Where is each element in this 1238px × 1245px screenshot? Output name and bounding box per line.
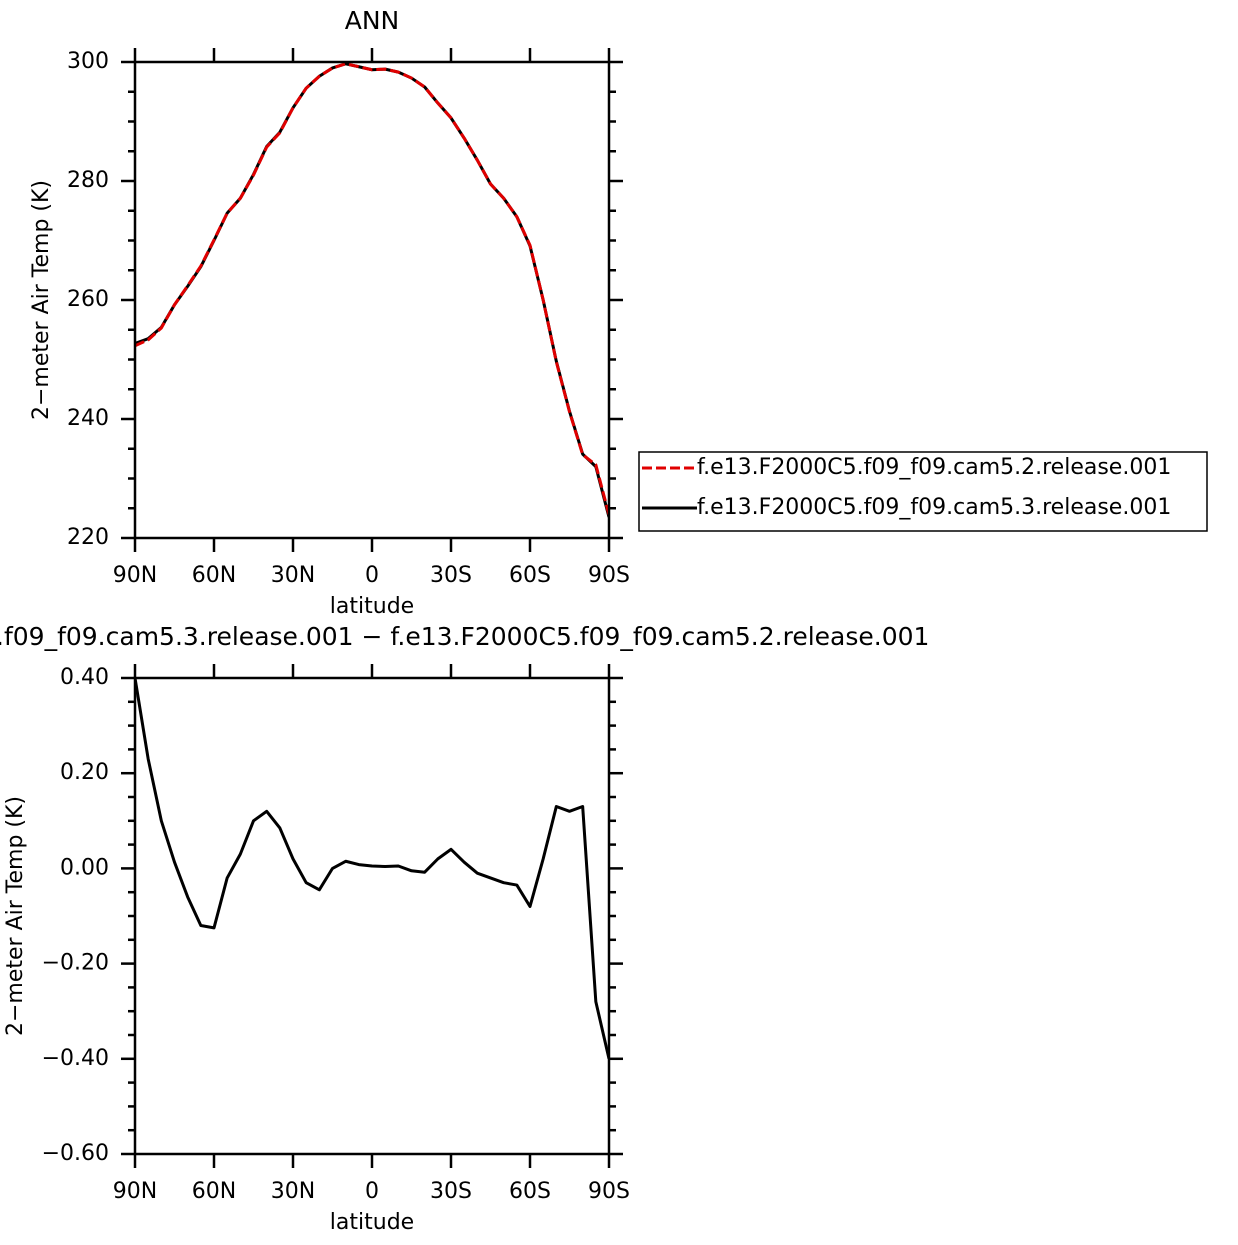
- legend-box: [638, 451, 1208, 532]
- y-tick-label: −0.20: [42, 951, 109, 976]
- x-tick-label: 30S: [430, 1179, 472, 1204]
- x-tick-label: 60N: [192, 1179, 236, 1204]
- plot-frame: [133, 60, 611, 540]
- y-tick-label: 0.00: [60, 855, 109, 880]
- x-tick-label: 60N: [192, 563, 236, 588]
- y-tick-label: 0.20: [60, 760, 109, 785]
- x-tick-label: 60S: [509, 1179, 551, 1204]
- plot-frame: [133, 676, 611, 1156]
- data-line: [135, 678, 609, 1060]
- legend-label: f.e13.F2000C5.f09_f09.cam5.3.release.001: [697, 495, 1171, 520]
- x-tick-label: 90N: [113, 1179, 157, 1204]
- legend-label: f.e13.F2000C5.f09_f09.cam5.2.release.001: [697, 455, 1171, 480]
- x-tick-label: 60S: [509, 563, 551, 588]
- y-axis-label: 2−meter Air Temp (K): [29, 180, 54, 420]
- y-tick-label: 260: [67, 287, 109, 312]
- y-tick-label: 240: [67, 406, 109, 431]
- x-tick-label: 30N: [271, 563, 315, 588]
- x-tick-label: 30N: [271, 1179, 315, 1204]
- data-line: [135, 62, 609, 516]
- y-tick-label: 300: [67, 49, 109, 74]
- x-tick-label: 90N: [113, 563, 157, 588]
- x-tick-label: 90S: [588, 563, 630, 588]
- y-tick-label: 0.40: [60, 665, 109, 690]
- x-tick-label: 0: [365, 563, 379, 588]
- chart-title: f.e13.F2000C5.f09_f09.cam5.3.release.001…: [0, 622, 929, 651]
- data-line: [135, 62, 609, 518]
- chart-title: ANN: [345, 6, 400, 35]
- y-tick-label: 280: [67, 168, 109, 193]
- x-tick-label: 90S: [588, 1179, 630, 1204]
- y-tick-label: 220: [67, 525, 109, 550]
- x-tick-label: 0: [365, 1179, 379, 1204]
- x-axis-label: latitude: [330, 1210, 414, 1235]
- x-tick-label: 30S: [430, 563, 472, 588]
- y-tick-label: −0.40: [42, 1046, 109, 1071]
- y-axis-label: 2−meter Air Temp (K): [3, 796, 28, 1036]
- y-tick-label: −0.60: [42, 1141, 109, 1166]
- x-axis-label: latitude: [330, 594, 414, 619]
